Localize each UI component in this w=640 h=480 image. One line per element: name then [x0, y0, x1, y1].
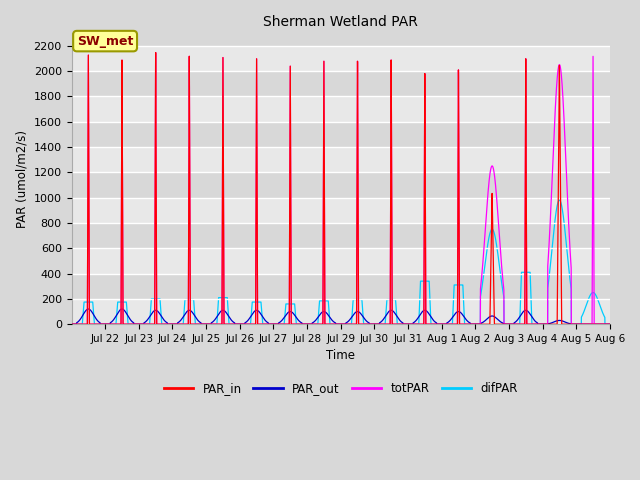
Text: SW_met: SW_met [77, 35, 133, 48]
Bar [72, 248, 610, 274]
Bar [72, 71, 610, 96]
Bar [72, 274, 610, 299]
Bar [72, 299, 610, 324]
Bar [72, 20, 610, 46]
Bar [72, 172, 610, 198]
Bar [72, 96, 610, 121]
Bar [72, 198, 610, 223]
Bar [72, 46, 610, 71]
Bar [72, 223, 610, 248]
Legend: PAR_in, PAR_out, totPAR, difPAR: PAR_in, PAR_out, totPAR, difPAR [159, 377, 523, 400]
Bar [72, 147, 610, 172]
Title: Sherman Wetland PAR: Sherman Wetland PAR [263, 15, 418, 29]
Y-axis label: PAR (umol/m2/s): PAR (umol/m2/s) [15, 130, 28, 228]
Bar [72, 121, 610, 147]
X-axis label: Time: Time [326, 349, 355, 362]
